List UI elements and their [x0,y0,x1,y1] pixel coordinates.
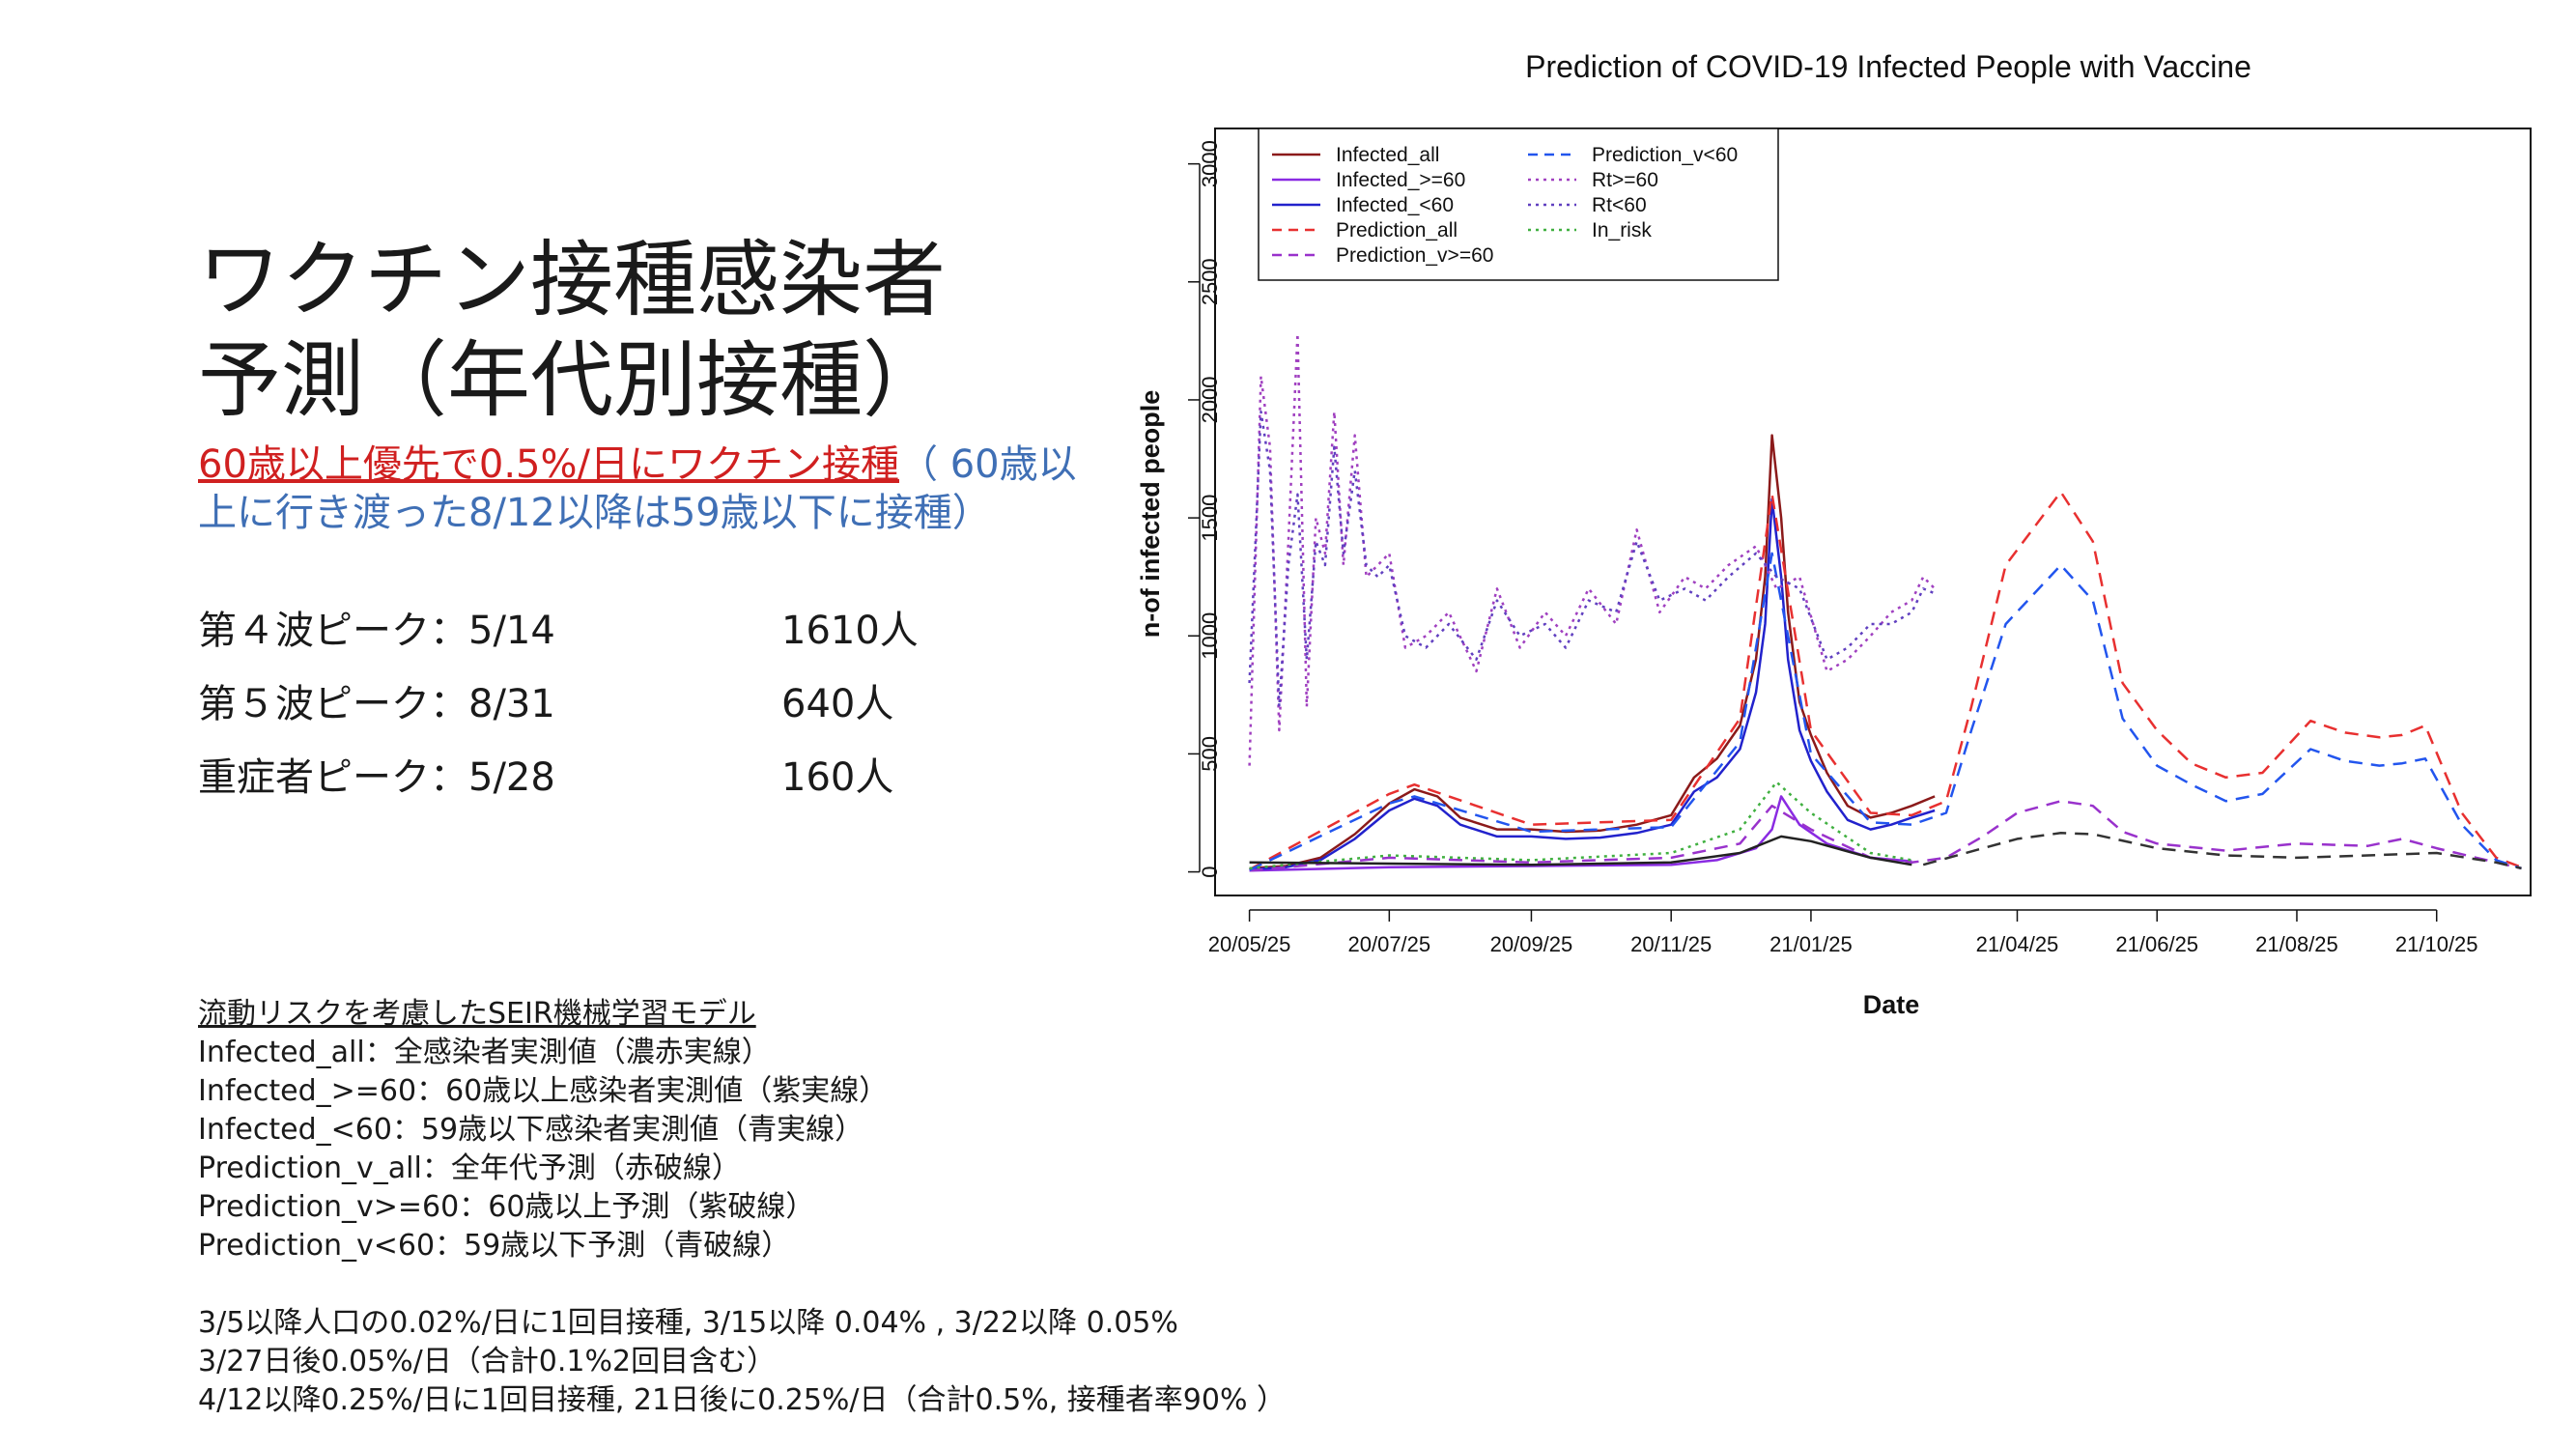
y-tick-label: 500 [1198,736,1222,772]
legend-note: Infected_all：全感染者実測値（濃赤実線） [198,1036,771,1069]
x-tick-label: 21/04/25 [1976,932,2059,956]
series-line-prediction-all [1249,490,2522,871]
legend-label: Rt>=60 [1592,169,1658,191]
peak-label: 第４波ピーク：5/14 [198,609,555,653]
series-line-prediction-v-60 [1249,800,2522,872]
chart-legend: Infected_all Infected_>=60 Infected_<60 Pre… [1258,128,1779,281]
peak-row: 第４波ピーク：5/14 1610人 [198,607,971,680]
legend-note: Prediction_v>=60：60歳以上予測（紫破線） [198,1190,815,1224]
legend-label: Prediction_v>=60 [1336,244,1493,267]
peak-row: 第５波ピーク：8/31 640人 [198,680,971,753]
notes-heading: 流動リスクを考慮したSEIR機械学習モデル [198,997,756,1031]
x-axis-label: Date [1863,990,1920,1019]
x-tick-label: 21/06/25 [2115,932,2198,956]
legend-note: Infected_<60：59歳以下感染者実測値（青実線） [198,1113,864,1147]
schedule-note: 3/5以降人口の0.02%/日に1回目接種, 3/15以降 0.04% , 3/… [198,1306,1178,1340]
legend-label: Infected_all [1336,144,1439,166]
model-notes: 流動リスクを考慮したSEIR機械学習モデル Infected_all：全感染者実… [198,995,1454,1420]
y-tick-label: 1000 [1198,612,1222,660]
peak-label: 重症者ピーク：5/28 [198,755,555,800]
schedule-note: 4/12以降0.25%/日に1回目接種, 21日後に0.25%/日（合計0.5%… [198,1383,1287,1417]
peak-summary: 第４波ピーク：5/14 1610人 第５波ピーク：8/31 640人 重症者ピー… [198,607,971,827]
x-tick-label: 20/11/25 [1630,932,1712,956]
subtitle-note: （ 60歳以上に行き渡った8/12以降は59歳以下に接種） [198,442,1077,535]
x-tick-label: 20/07/25 [1348,932,1431,956]
series-line-in-risk [1249,781,1912,870]
schedule-note: 3/27日後0.05%/日（合計0.1%2回目含む） [198,1345,777,1378]
legend-label: Rt<60 [1592,194,1647,216]
x-tick-label: 21/10/25 [2395,932,2478,956]
x-tick-label: 21/01/25 [1769,932,1853,956]
y-tick-label: 2500 [1198,258,1222,305]
legend-box [1258,128,1779,281]
subtitle-emphasis: 60歳以上優先で0.5%/日にワクチン接種 [198,442,899,487]
peak-value: 1610人 [781,609,919,653]
series-line-infected-60 [1249,795,1912,872]
series-lines [1248,332,2522,872]
slide-title: ワクチン接種感染者 予測（年代別接種） [198,230,946,431]
series-line-unlabeled [1922,832,2522,870]
legend-note: Prediction_v<60：59歳以下予測（青破線） [198,1229,791,1263]
slide-title-line-2: 予測（年代別接種） [198,332,946,429]
legend-note: Infected_>=60：60歳以上感染者実測値（紫実線） [198,1074,889,1108]
slide-title-line-1: ワクチン接種感染者 [198,232,946,328]
peak-value: 160人 [781,755,894,800]
series-line-rt-60 [1248,410,1936,708]
y-tick-label: 3000 [1198,140,1222,187]
x-tick-label: 20/09/25 [1490,932,1573,956]
y-axis-label: n-of infected people [1136,390,1165,639]
peak-row: 重症者ピーク：5/28 160人 [198,753,971,827]
legend-label: Prediction_all [1336,219,1458,242]
chart-title: Prediction of COVID-19 Infected People w… [1525,49,2251,84]
plot-frame [1214,128,2532,896]
legend-label: Infected_>=60 [1336,169,1465,191]
legend-note: Prediction_v_all：全年代予測（赤破線） [198,1151,741,1185]
legend-label: In_risk [1592,219,1652,242]
series-line-prediction-v-60 [1249,552,2522,871]
peak-value: 640人 [781,682,894,726]
peak-label: 第５波ピーク：8/31 [198,682,555,726]
x-tick-label: 20/05/25 [1208,932,1291,956]
y-tick-label: 1500 [1198,495,1222,542]
series-line-infected-all [1249,434,1936,870]
legend-label: Prediction_v<60 [1592,144,1738,166]
y-tick-label: 2000 [1198,376,1222,423]
series-line-unlabeled [1249,835,1912,867]
series-line-rt-60 [1248,332,1936,766]
legend-label: Infected_<60 [1336,194,1454,216]
slide-subtitle: 60歳以上優先で0.5%/日にワクチン接種（ 60歳以上に行き渡った8/12以降… [198,440,1082,537]
axes: 0 500 1000 1500 2000 2500 3000 20/05/25 20/07/25… [1188,140,2478,956]
y-tick-label: 0 [1198,866,1222,877]
x-tick-label: 21/08/25 [2255,932,2338,956]
